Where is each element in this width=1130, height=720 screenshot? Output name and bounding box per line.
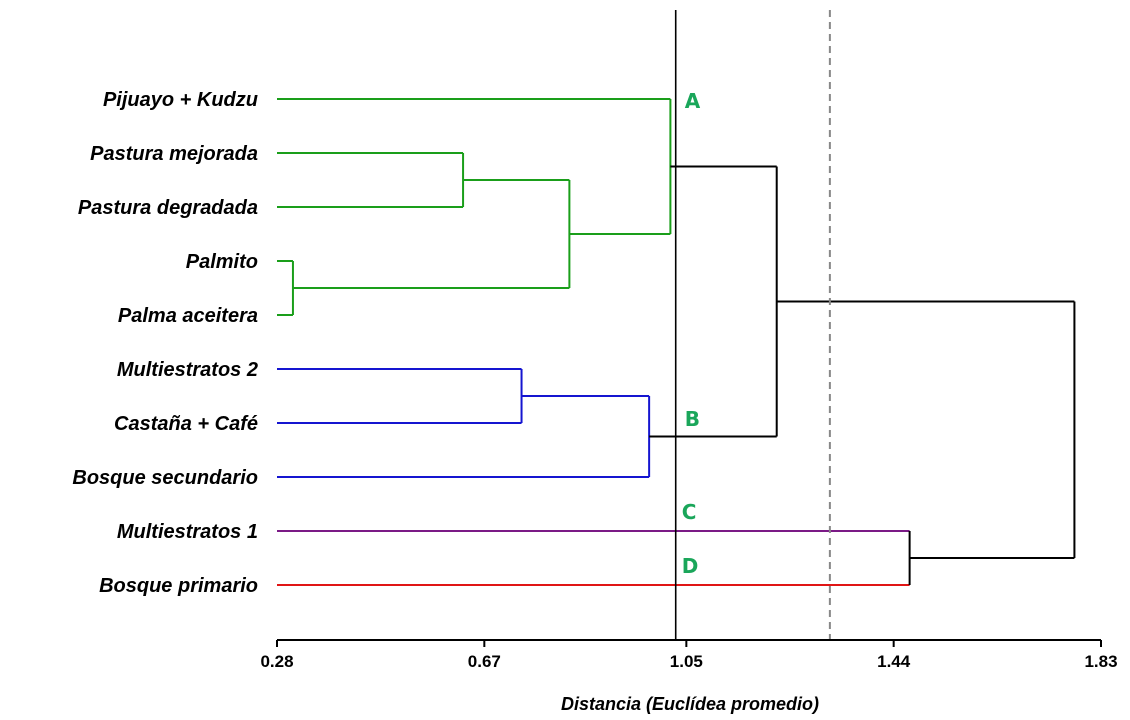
leaf-label-palmito: Palmito <box>186 251 258 273</box>
leaf-label-pastura-degradada: Pastura degradada <box>78 197 258 219</box>
x-axis-title: Distancia (Euclídea promedio) <box>561 694 819 714</box>
x-tick-label-1: 0.28 <box>260 652 293 671</box>
leaf-label-multiestratos-1: Multiestratos 1 <box>117 521 258 543</box>
group-label-c: C <box>682 500 697 524</box>
x-tick-label-4: 1.44 <box>877 652 911 671</box>
x-axis: 0.28 0.67 1.05 1.44 1.83 <box>260 639 1118 671</box>
leaf-label-multiestratos-2: Multiestratos 2 <box>117 359 258 381</box>
branches <box>277 98 1076 586</box>
group-labels: A B C D <box>682 89 701 578</box>
group-label-a: A <box>685 89 701 113</box>
leaf-labels: Pijuayo + Kudzu Pastura mejorada Pastura d… <box>72 89 258 597</box>
x-tick-label-3: 1.05 <box>670 652 703 671</box>
cut-lines <box>674 10 831 640</box>
leaf-label-palma-aceitera: Palma aceitera <box>118 305 258 327</box>
x-tick-label-5: 1.83 <box>1084 652 1117 671</box>
leaf-label-pijuayo-kudzu: Pijuayo + Kudzu <box>103 89 258 111</box>
leaf-label-pastura-mejorada: Pastura mejorada <box>90 143 258 165</box>
leaf-label-castana-cafe: Castaña + Café <box>114 413 258 435</box>
leaf-label-bosque-secundario: Bosque secundario <box>72 467 258 489</box>
group-label-d: D <box>682 554 699 578</box>
group-label-b: B <box>685 407 700 431</box>
x-tick-label-2: 0.67 <box>468 652 501 671</box>
leaf-label-bosque-primario: Bosque primario <box>99 575 258 597</box>
